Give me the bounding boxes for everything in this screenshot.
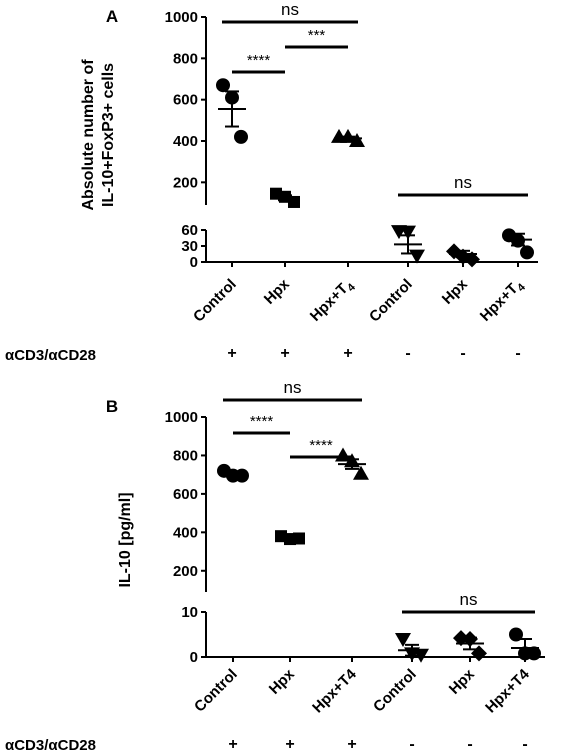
significance-label: ns xyxy=(460,590,478,609)
y-tick-label: 10 xyxy=(181,604,198,621)
stimulation-sign: + xyxy=(285,736,294,753)
data-point-triangle-down xyxy=(395,633,411,647)
y-tick-label: 800 xyxy=(173,447,198,464)
data-point-diamond xyxy=(446,243,462,260)
stimulation-sign: - xyxy=(515,345,520,362)
x-category-label-main: Hpx+T xyxy=(477,280,522,325)
data-point-diamond xyxy=(464,251,480,268)
data-point-circle xyxy=(509,627,523,642)
data-point-triangle-up xyxy=(340,128,356,143)
stimulation-sign: + xyxy=(280,345,289,362)
y-tick-label: 30 xyxy=(181,238,198,255)
data-point-diamond xyxy=(453,630,469,647)
stimulation-sign: + xyxy=(343,345,352,362)
y-tick-label: 800 xyxy=(173,50,198,67)
panel-b: B IL-10 [pg/ml] αCD3/αCD28 200 400 600 800 1… xyxy=(5,378,545,754)
panel-a: A Absolute number of IL-10+FoxP3+ cells … xyxy=(5,0,538,364)
y-tick-label: 400 xyxy=(173,133,198,150)
y-tick-label: 0 xyxy=(190,254,198,271)
significance-label: ns xyxy=(284,378,302,397)
y-tick-label: 1000 xyxy=(165,409,198,426)
data-point-triangle-up xyxy=(344,453,360,468)
stimulation-sign: - xyxy=(467,736,472,753)
x-category-label: Hpx+T4 xyxy=(482,665,533,716)
significance-label: **** xyxy=(250,413,274,430)
stimulation-sign: + xyxy=(228,736,237,753)
data-point-triangle-down xyxy=(400,225,416,240)
x-category-label: Control xyxy=(370,666,420,716)
data-point-diamond xyxy=(462,631,478,647)
y-tick-label: 0 xyxy=(190,649,198,666)
data-point-diamond xyxy=(471,645,487,662)
significance-label: **** xyxy=(309,437,333,454)
y-tick-label: 60 xyxy=(181,222,198,239)
data-point-circle xyxy=(235,468,249,483)
significance-label: **** xyxy=(247,52,271,69)
y-tick-label: 1000 xyxy=(165,9,198,26)
significance-label: ns xyxy=(454,173,472,192)
panel-a-stimulation-label: αCD3/αCD28 xyxy=(5,347,96,364)
data-point-circle xyxy=(511,233,525,248)
x-category-label: Control xyxy=(366,276,416,326)
y-tick-label: 600 xyxy=(173,486,198,503)
stimulation-sign: + xyxy=(227,345,236,362)
y-tick-label: 200 xyxy=(173,563,198,580)
x-category-label: Hpx+T4 xyxy=(307,275,359,327)
stimulation-sign: - xyxy=(522,736,527,753)
stimulation-sign: + xyxy=(347,736,356,753)
panel-b-stimulation-label: αCD3/αCD28 xyxy=(5,737,96,754)
stimulation-sign: - xyxy=(409,736,414,753)
panel-b-ylabel: IL-10 [pg/ml] xyxy=(117,492,134,587)
data-point-circle xyxy=(527,646,541,661)
data-point-triangle-up xyxy=(349,133,365,147)
x-category-label-main: Hpx+T xyxy=(307,280,352,325)
x-category-label: Hpx xyxy=(261,275,294,308)
stimulation-sign: - xyxy=(460,345,465,362)
x-category-label: Hpx xyxy=(439,275,472,308)
x-category-label: Hpx xyxy=(446,665,479,698)
data-point-triangle-up xyxy=(353,465,369,480)
x-category-label: Control xyxy=(191,666,241,716)
panel-a-ylabel-line1: Absolute number of xyxy=(80,59,97,211)
data-point-circle xyxy=(520,245,534,260)
y-tick-label: 400 xyxy=(173,524,198,541)
y-tick-label: 600 xyxy=(173,92,198,109)
data-point-square xyxy=(293,532,305,545)
data-point-circle xyxy=(216,78,230,93)
panel-a-ylabel-line2: IL-10+FoxP3+ cells xyxy=(100,63,117,207)
data-point-circle xyxy=(225,90,239,105)
x-category-label: Hpx+T4 xyxy=(477,275,529,327)
x-category-label: Hpx+T4 xyxy=(309,665,360,716)
significance-label: ns xyxy=(281,0,299,19)
x-category-label: Control xyxy=(190,276,240,326)
y-tick-label: 200 xyxy=(173,174,198,191)
stimulation-sign: - xyxy=(405,345,410,362)
data-point-square xyxy=(288,195,300,208)
data-point-triangle-down xyxy=(413,648,429,663)
significance-label: *** xyxy=(308,27,326,44)
data-point-triangle-down xyxy=(409,249,425,264)
data-point-circle xyxy=(234,129,248,144)
x-category-label: Hpx xyxy=(266,665,299,698)
panel-a-letter: A xyxy=(106,7,118,26)
panel-b-letter: B xyxy=(106,397,118,416)
